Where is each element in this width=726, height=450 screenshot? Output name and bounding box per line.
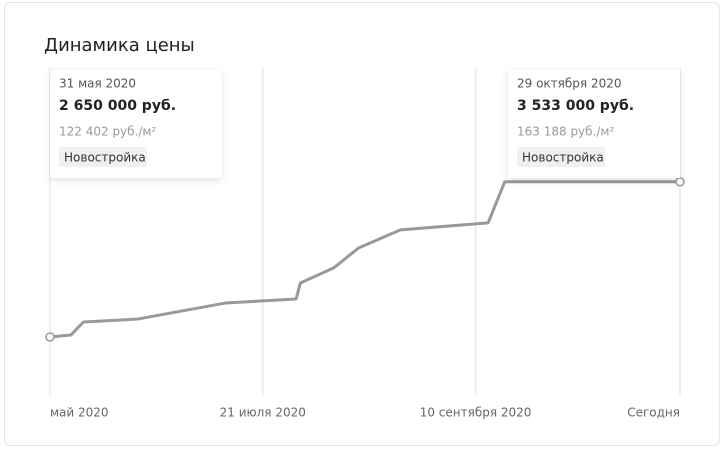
price-card xyxy=(4,2,720,446)
tooltip-tag-bg xyxy=(517,147,605,167)
point-marker xyxy=(675,176,685,187)
tooltip-date: 29 октября 2020 xyxy=(517,77,621,91)
tooltip-date: 31 мая 2020 xyxy=(59,77,136,91)
x-tick-label: 21 июля 2020 xyxy=(220,406,306,420)
tooltip: 29 октября 2020 3 533 000 руб. 163 188 руб… xyxy=(508,70,680,178)
tooltip: 31 мая 2020 2 650 000 руб. 122 402 руб./м²… xyxy=(50,70,222,178)
tooltip-tag: Новостройка xyxy=(522,151,604,165)
chart-title: Динамика цены xyxy=(44,35,195,56)
x-tick-label: май 2020 xyxy=(50,406,109,420)
tooltip-tag-bg xyxy=(59,147,147,167)
tooltip-price: 3 533 000 руб. xyxy=(517,98,634,114)
price-line xyxy=(49,180,680,339)
tooltip-price-per-m2: 122 402 руб./м² xyxy=(59,125,156,139)
x-tick-label: Сегодня xyxy=(627,406,680,420)
tooltip-price-per-m2: 163 188 руб./м² xyxy=(517,125,614,139)
tooltip-tag: Новостройка xyxy=(64,151,146,165)
tooltip-price: 2 650 000 руб. xyxy=(59,98,176,114)
point-marker xyxy=(45,332,55,342)
x-tick-label: 10 сентября 2020 xyxy=(420,406,532,420)
